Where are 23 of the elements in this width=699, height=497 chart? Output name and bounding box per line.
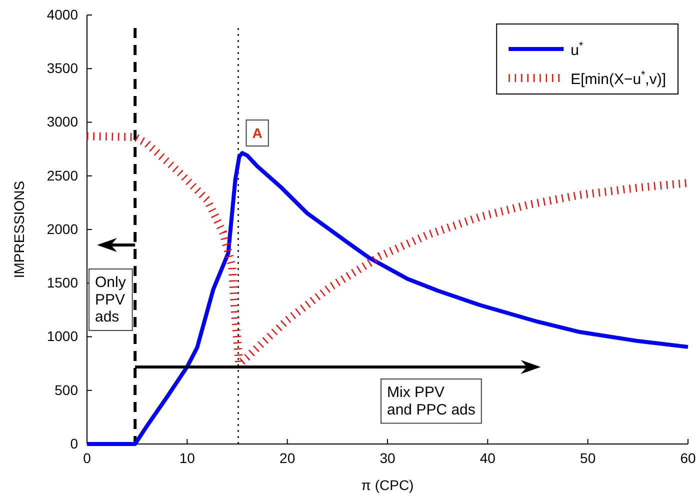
- legend-label: E[min(X−u$^{*}$,v)]: [570, 69, 666, 88]
- x-axis-title: π (CPC): [361, 477, 414, 493]
- y-tick-label: 1000: [46, 328, 78, 344]
- x-tick-label: 40: [480, 450, 496, 466]
- y-tick-label: 3000: [46, 114, 78, 130]
- y-tick-label: 500: [54, 382, 78, 398]
- annotation: Only PPV ads: [95, 274, 126, 326]
- x-tick-label: 10: [179, 450, 196, 466]
- annotation: Mix PPV and PPC ads: [387, 384, 476, 418]
- y-tick-label: 3500: [46, 60, 78, 76]
- y-tick-label: 4000: [46, 6, 78, 22]
- y-tick-label: 1500: [46, 274, 78, 291]
- y-axis-title: IMPRESSIONS: [11, 180, 27, 278]
- annotation: A: [252, 125, 262, 142]
- x-tick-label: 20: [280, 450, 296, 466]
- x-tick-label: 50: [580, 450, 596, 466]
- y-tick-label: 2000: [46, 220, 78, 237]
- x-tick-label: 30: [380, 450, 396, 466]
- y-tick-label: 2500: [46, 167, 78, 184]
- legend-label: u$^{*}$: [570, 40, 584, 59]
- x-tick-label: 60: [680, 450, 696, 466]
- y-tick-label: 0: [70, 435, 78, 452]
- x-tick-label: 0: [83, 450, 92, 466]
